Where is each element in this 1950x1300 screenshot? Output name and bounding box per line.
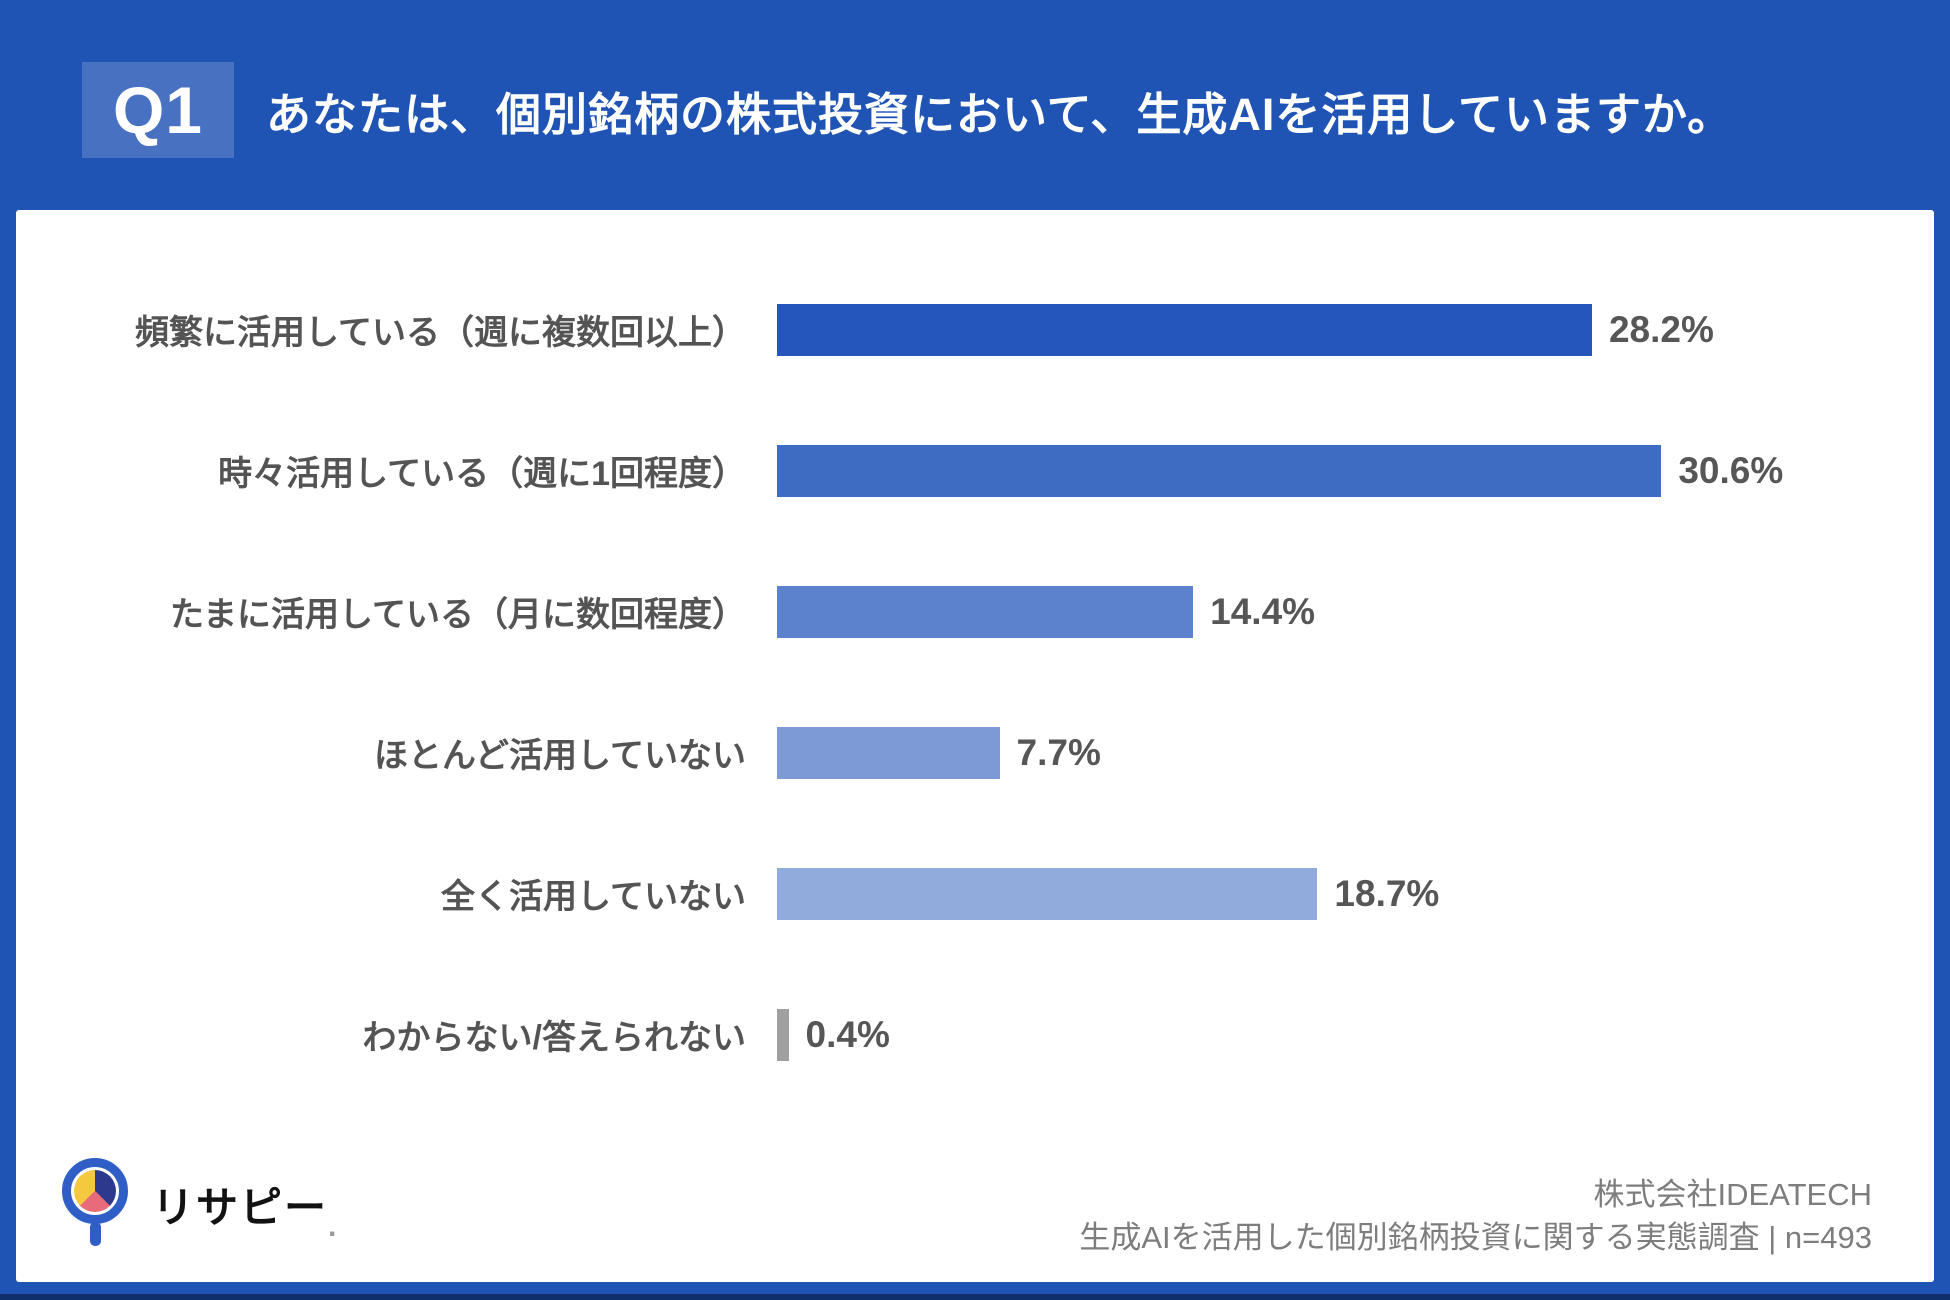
category-label: 頻繁に活用している（週に複数回以上） xyxy=(135,314,746,352)
bar-frequent-use xyxy=(777,303,1592,356)
question-number: Q1 xyxy=(112,73,204,147)
resapi-logo: リサピー . xyxy=(62,1158,336,1250)
bar-row: 時々活用している（週に1回程度） 30.6% xyxy=(16,400,1934,541)
bar-dont-know xyxy=(777,1008,789,1061)
bottom-border xyxy=(0,1294,1950,1300)
bar-rarely-use xyxy=(777,726,1000,779)
bar-occasional-use xyxy=(777,585,1194,638)
pie-chart-icon xyxy=(74,1170,116,1212)
question-header: Q1 あなたは、個別銘柄の株式投資において、生成AIを活用していますか。 xyxy=(0,0,1950,210)
value-label: 0.4% xyxy=(805,1013,890,1055)
bar-row: わからない/答えられない 0.4% xyxy=(16,964,1934,1105)
bar-row: 頻繁に活用している（週に複数回以上） 28.2% xyxy=(16,259,1934,400)
category-label: ほとんど活用していない xyxy=(374,737,746,775)
value-label: 18.7% xyxy=(1334,872,1440,914)
bar-row: ほとんど活用していない 7.7% xyxy=(16,682,1934,823)
question-title: あなたは、個別銘柄の株式投資において、生成AIを活用していますか。 xyxy=(266,88,1734,140)
category-label: わからない/答えられない xyxy=(362,1019,746,1057)
value-label: 30.6% xyxy=(1678,449,1784,491)
bar-row: たまに活用している（月に数回程度） 14.4% xyxy=(16,541,1934,682)
category-label: 全く活用していない xyxy=(441,878,746,916)
logo-wordmark: リサピー xyxy=(152,1183,329,1231)
bar-never-use xyxy=(777,867,1318,920)
survey-name: 生成AIを活用した個別銘柄投資に関する実態調査 | n=493 xyxy=(1079,1220,1872,1256)
source-attribution: 株式会社IDEATECH 生成AIを活用した個別銘柄投資に関する実態調査 | n… xyxy=(1079,1174,1872,1260)
bar-chart: 頻繁に活用している（週に複数回以上） 28.2% 時々活用している（週に1回程度… xyxy=(16,259,1934,1105)
company-name: 株式会社IDEATECH xyxy=(1593,1177,1872,1213)
logo-dot: . xyxy=(328,1210,337,1243)
value-label: 14.4% xyxy=(1210,590,1316,632)
bar-row: 全く活用していない 18.7% xyxy=(16,823,1934,964)
bar-sometimes-use xyxy=(777,444,1662,497)
chart-panel: 頻繁に活用している（週に複数回以上） 28.2% 時々活用している（週に1回程度… xyxy=(16,210,1934,1282)
question-number-badge: Q1 xyxy=(82,62,234,158)
category-label: 時々活用している（週に1回程度） xyxy=(218,455,746,493)
value-label: 28.2% xyxy=(1608,308,1714,350)
value-label: 7.7% xyxy=(1016,731,1101,773)
category-label: たまに活用している（月に数回程度） xyxy=(170,596,746,634)
magnifier-pie-icon xyxy=(62,1158,134,1250)
